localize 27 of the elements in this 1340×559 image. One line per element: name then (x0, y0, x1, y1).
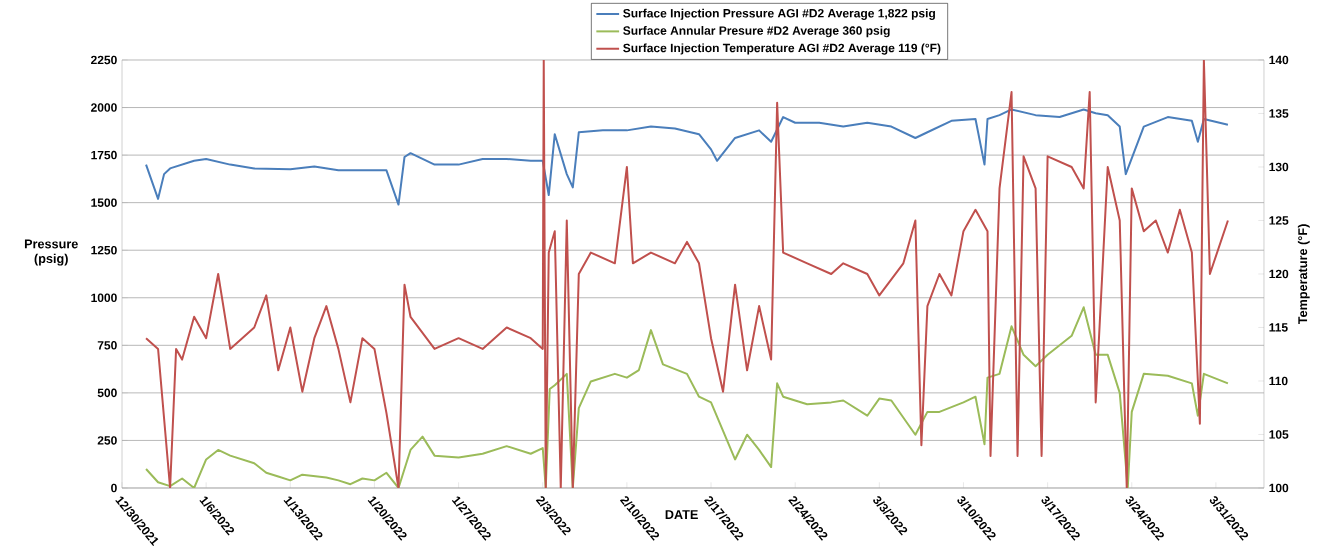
y-tick-label: 2250 (91, 55, 117, 65)
line-series (145, 306, 1229, 488)
y2-tick-label: 135 (1269, 109, 1289, 118)
y-tick-label: 250 (97, 436, 117, 445)
y-tick-label: 1500 (91, 198, 117, 207)
y2-tick-label: 110 (1269, 376, 1288, 386)
legend-label: Surface Annular Presure #D2 Average 360 psig (623, 26, 890, 38)
x-axis-title: DATE (665, 510, 698, 519)
y-tick-label: 2000 (91, 103, 117, 112)
y-tick-label: 1000 (91, 293, 117, 303)
y2-axis-title: Temperature (°F) (1297, 224, 1310, 325)
legend-label: Surface Injection Pressure AGI #D2 Average 1,822 psig (623, 8, 935, 20)
y-tick-label: 1250 (91, 245, 117, 255)
line-series (145, 59, 1229, 488)
y2-tick-label: 125 (1269, 216, 1289, 225)
y2-tick-label: 105 (1269, 430, 1289, 439)
y-tick-label: 0 (111, 483, 117, 493)
y-tick-label: 1750 (91, 150, 117, 160)
y2-tick-label: 140 (1269, 55, 1289, 65)
y-axis-title: Pressure (psig) (24, 239, 78, 266)
legend-label: Surface Injection Temperature AGI #D2 Average 119 (°F) (623, 43, 941, 55)
y-tick-label: 750 (97, 341, 117, 350)
y2-tick-label: 100 (1269, 483, 1289, 493)
y2-tick-label: 115 (1269, 323, 1288, 332)
y2-tick-label: 120 (1269, 269, 1289, 279)
y-tick-label: 500 (97, 388, 117, 398)
y2-tick-label: 130 (1269, 162, 1289, 172)
